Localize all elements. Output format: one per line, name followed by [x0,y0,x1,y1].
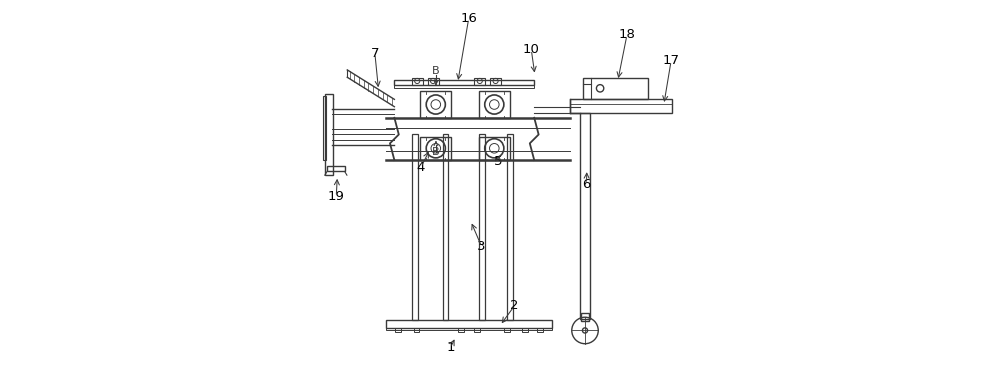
Bar [386,328,552,330]
Bar [395,328,401,332]
Bar [583,78,648,99]
Text: 1: 1 [446,341,455,354]
Text: 4: 4 [417,161,425,174]
Bar [507,134,513,320]
Bar [537,328,543,332]
Bar [580,113,590,319]
Bar [581,313,589,321]
Bar [323,96,326,160]
Bar [386,320,552,328]
Bar [490,78,501,85]
Bar [412,134,418,320]
Bar [570,99,672,113]
Text: 10: 10 [523,43,540,56]
Bar [394,80,534,85]
Bar [504,328,510,332]
Bar [474,328,480,332]
Text: 2: 2 [510,299,519,312]
Bar [428,78,439,85]
Text: B: B [432,66,440,77]
Bar [412,78,423,85]
Text: 5: 5 [494,155,502,169]
Text: 16: 16 [460,12,477,25]
Text: 7: 7 [371,47,379,60]
Text: 19: 19 [328,190,345,204]
Text: B: B [432,146,440,157]
Bar [522,328,528,332]
Bar [327,166,345,171]
Bar [420,137,451,160]
Text: 6: 6 [582,177,591,191]
Text: 17: 17 [663,54,680,67]
Bar [414,328,419,332]
Bar [394,85,534,88]
Bar [479,91,510,118]
Text: 3: 3 [477,240,486,253]
Bar [458,328,464,332]
Text: 18: 18 [619,28,635,42]
Bar [443,134,448,320]
Bar [420,91,451,118]
Bar [325,94,333,175]
Bar [474,78,485,85]
Bar [479,134,485,320]
Bar [479,137,510,160]
